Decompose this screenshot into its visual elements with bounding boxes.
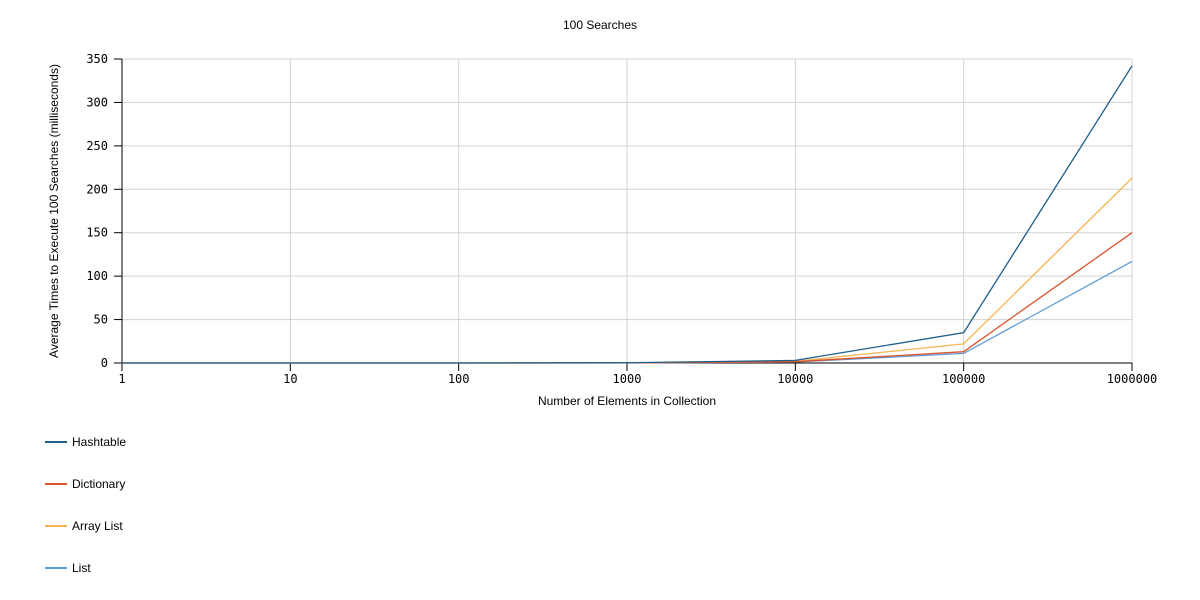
series-lines bbox=[122, 65, 1133, 364]
legend: Hashtable Dictionary Array List List bbox=[45, 435, 126, 575]
x-tick-label: 10 bbox=[283, 372, 297, 386]
x-tick-label: 10000 bbox=[777, 372, 813, 386]
y-tick-label: 150 bbox=[86, 226, 108, 240]
y-tick-label: 100 bbox=[86, 269, 108, 283]
series-line-hashtable bbox=[122, 65, 1133, 364]
tick-labels: 0 50 100 150 200 250 300 350 1 10 100 1000 10000 1000… bbox=[86, 52, 1157, 386]
x-tick-label: 100 bbox=[448, 372, 470, 386]
legend-label-dictionary: Dictionary bbox=[72, 477, 125, 491]
x-tick-label: 1000000 bbox=[1107, 372, 1158, 386]
y-axis-label: Average Times to Execute 100 Searches (m… bbox=[47, 64, 61, 358]
x-tick-label: 1 bbox=[118, 372, 125, 386]
y-tick-label: 0 bbox=[101, 356, 108, 370]
chart-title: 100 Searches bbox=[563, 18, 637, 32]
legend-label-list: List bbox=[72, 561, 91, 575]
legend-label-hashtable: Hashtable bbox=[72, 435, 126, 449]
axes bbox=[114, 58, 1133, 371]
x-axis-label: Number of Elements in Collection bbox=[538, 394, 716, 408]
x-tick-label: 1000 bbox=[613, 372, 642, 386]
y-tick-label: 250 bbox=[86, 139, 108, 153]
x-tick-label: 100000 bbox=[942, 372, 985, 386]
y-tick-label: 50 bbox=[94, 313, 108, 327]
y-tick-label: 200 bbox=[86, 182, 108, 196]
grid bbox=[122, 58, 1133, 363]
y-tick-label: 300 bbox=[86, 95, 108, 109]
y-tick-label: 350 bbox=[86, 52, 108, 66]
legend-label-array-list: Array List bbox=[72, 519, 123, 533]
